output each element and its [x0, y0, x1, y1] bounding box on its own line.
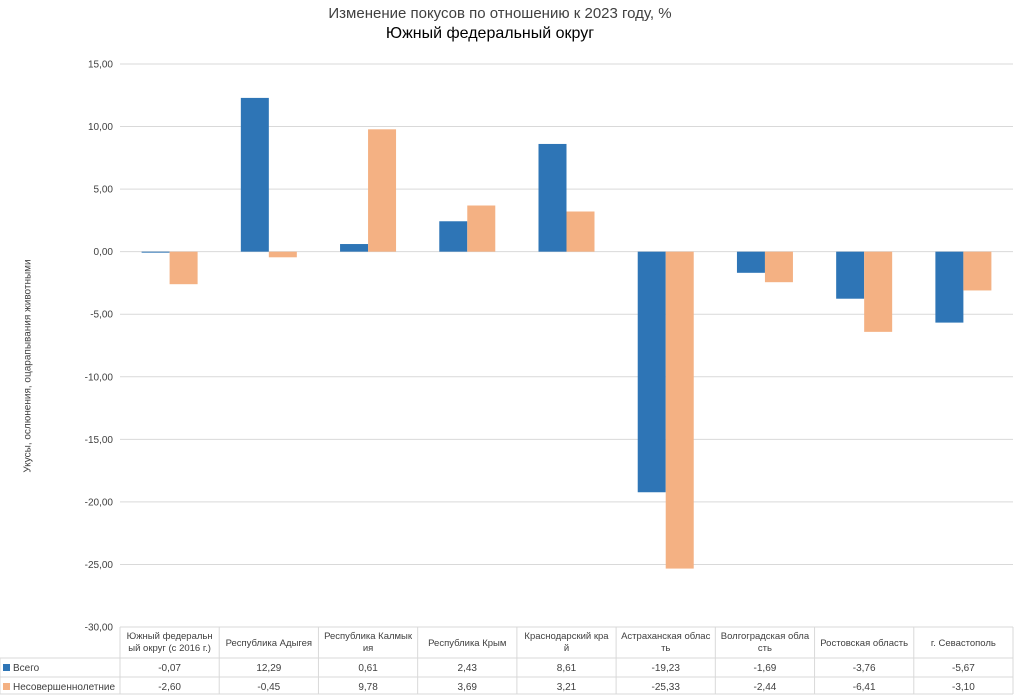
data-value: -0,45 [257, 682, 280, 693]
category-label: Краснодарский кра [524, 631, 609, 642]
data-value: 2,43 [458, 663, 478, 674]
category-label: Республика Крым [428, 638, 506, 649]
data-table: Южный федеральный округ (с 2016 г.) Респу… [0, 626, 1014, 695]
y-tick-label: 5,00 [94, 185, 114, 196]
category-label: ия [363, 643, 373, 654]
category-label: Волгоградская обла [721, 631, 810, 642]
chart-title: Изменение покусов по отношению к 2023 го… [328, 5, 672, 22]
data-value: -5,67 [952, 663, 975, 674]
y-tick-label: -15,00 [85, 435, 114, 446]
bar-vsego [439, 221, 468, 252]
bar-vsego [340, 244, 369, 252]
chart-subtitle: Южный федеральный округ [385, 25, 595, 42]
y-tick-label: -25,00 [85, 560, 114, 571]
data-value: 8,61 [557, 663, 577, 674]
legend-label: Несовершеннолетние [13, 682, 116, 693]
bar-nesovershennoletnie [169, 251, 198, 285]
y-axis-ticks: 15,00 10,00 5,00 0,00 -5,00 -10,00 -15,00 -20,0… [85, 60, 114, 634]
data-value: 12,29 [256, 663, 281, 674]
category-label: Южный федеральн [127, 631, 213, 642]
category-label: г. Севастополь [931, 638, 996, 649]
bar-vsego [538, 143, 567, 252]
legend-label: Всего [13, 663, 40, 674]
data-value: -0,07 [158, 663, 181, 674]
data-value: -2,60 [158, 682, 181, 693]
data-value: -2,44 [754, 682, 777, 693]
category-label: Ростовская область [820, 638, 908, 649]
bar-nesovershennoletnie [963, 251, 992, 291]
category-label: Республика Адыгея [226, 638, 313, 649]
bar-vsego [935, 251, 964, 323]
category-label: Астраханская облас [621, 631, 710, 642]
y-tick-label: -30,00 [85, 623, 114, 634]
data-value: -6,41 [853, 682, 876, 693]
bar-vsego [240, 97, 269, 252]
y-tick-label: 10,00 [88, 122, 113, 133]
data-value: 9,78 [358, 682, 378, 693]
data-value: 3,21 [557, 682, 577, 693]
y-tick-label: -5,00 [90, 310, 113, 321]
bar-nesovershennoletnie [864, 251, 893, 332]
category-label: сть [758, 643, 772, 654]
bar-nesovershennoletnie [467, 205, 496, 252]
y-tick-label: 15,00 [88, 60, 113, 71]
data-value: 3,69 [458, 682, 478, 693]
category-label: й [564, 643, 569, 654]
category-label: ый округ (с 2016 г.) [128, 643, 211, 654]
bars [141, 97, 992, 569]
bar-vsego [637, 251, 666, 493]
data-value: -3,76 [853, 663, 876, 674]
y-tick-label: -20,00 [85, 497, 114, 508]
bar-nesovershennoletnie [566, 211, 595, 252]
y-tick-label: 0,00 [94, 247, 114, 258]
legend-key [3, 683, 10, 690]
bar-vsego [736, 251, 765, 273]
bar-nesovershennoletnie [368, 129, 397, 252]
category-label: ть [661, 643, 670, 654]
legend-key [3, 664, 10, 671]
data-value: -1,69 [754, 663, 777, 674]
data-value: -3,10 [952, 682, 975, 693]
bar-vsego [836, 251, 865, 299]
data-value: -19,23 [652, 663, 681, 674]
category-label: Республика Калмык [324, 631, 413, 642]
bar-nesovershennoletnie [665, 251, 694, 569]
y-tick-label: -10,00 [85, 372, 114, 383]
bar-nesovershennoletnie [268, 251, 297, 258]
data-value: -25,33 [652, 682, 681, 693]
bar-nesovershennoletnie [764, 251, 793, 283]
data-value: 0,61 [358, 663, 378, 674]
bar-vsego [141, 251, 170, 253]
